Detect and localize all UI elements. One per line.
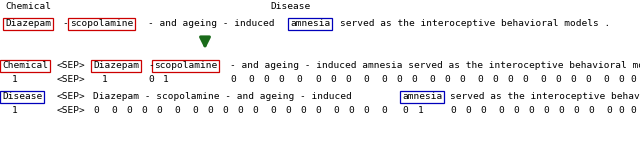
Text: Diazepam: Diazepam (93, 61, 139, 70)
Text: 0: 0 (381, 75, 387, 84)
Text: 0: 0 (603, 75, 609, 84)
Text: amnesia: amnesia (402, 92, 442, 101)
Text: 0: 0 (333, 106, 339, 115)
Text: 0: 0 (630, 75, 636, 84)
Text: 0: 0 (492, 75, 498, 84)
Text: 0: 0 (111, 106, 116, 115)
Bar (3, 18, 53, 30)
Text: Chemical: Chemical (2, 61, 48, 70)
Text: 0: 0 (237, 106, 243, 115)
Text: 0: 0 (141, 106, 147, 115)
Text: 0: 0 (270, 106, 276, 115)
Text: 0: 0 (348, 106, 354, 115)
Bar (152, 60, 220, 72)
Text: served as the interoceptive behavioral models .: served as the interoceptive behavioral m… (450, 92, 640, 101)
Text: 0: 0 (402, 106, 408, 115)
Text: 0: 0 (222, 106, 228, 115)
Text: 0: 0 (465, 106, 471, 115)
Text: 0: 0 (396, 75, 402, 84)
Bar (288, 18, 332, 30)
Bar (91, 60, 141, 72)
Bar (0, 91, 44, 102)
Text: - and ageing - induced amnesia served as the interoceptive behavioral models .: - and ageing - induced amnesia served as… (230, 61, 640, 70)
Text: Disease: Disease (270, 2, 310, 11)
Text: <SEP>: <SEP> (57, 92, 86, 101)
Text: 0: 0 (480, 106, 486, 115)
Text: 0: 0 (513, 106, 519, 115)
Text: 0: 0 (174, 106, 180, 115)
Text: 0: 0 (450, 106, 456, 115)
Text: 0: 0 (156, 106, 162, 115)
Text: 0: 0 (315, 75, 321, 84)
Text: 1: 1 (163, 75, 169, 84)
Text: 0: 0 (330, 75, 336, 84)
Text: scopolamine: scopolamine (154, 61, 217, 70)
Text: 0: 0 (300, 106, 306, 115)
Text: 0: 0 (207, 106, 212, 115)
Text: 0: 0 (363, 106, 369, 115)
Text: 0: 0 (543, 106, 548, 115)
Text: 0: 0 (507, 75, 513, 84)
Text: 0: 0 (444, 75, 450, 84)
Text: 0: 0 (618, 106, 624, 115)
Text: 1: 1 (12, 106, 18, 115)
Text: 0: 0 (477, 75, 483, 84)
Text: 0: 0 (248, 75, 253, 84)
Text: 0: 0 (570, 75, 576, 84)
Text: Diazepam - scopolamine - and ageing - induced: Diazepam - scopolamine - and ageing - in… (93, 92, 352, 101)
Text: 0: 0 (285, 106, 291, 115)
Text: Disease: Disease (2, 92, 42, 101)
Text: 0: 0 (230, 75, 236, 84)
Text: -: - (148, 61, 154, 70)
Text: 0: 0 (498, 106, 504, 115)
Text: 0: 0 (411, 75, 417, 84)
Text: <SEP>: <SEP> (57, 61, 86, 70)
Text: 0: 0 (630, 106, 636, 115)
Text: 0: 0 (252, 106, 258, 115)
Text: Diazepam: Diazepam (5, 19, 51, 28)
Text: 0: 0 (381, 106, 387, 115)
Text: 0: 0 (192, 106, 198, 115)
Text: 0: 0 (606, 106, 612, 115)
Text: 0: 0 (278, 75, 284, 84)
Text: 0: 0 (522, 75, 528, 84)
Text: 0: 0 (148, 75, 154, 84)
Text: 0: 0 (588, 106, 594, 115)
Text: 0: 0 (558, 106, 564, 115)
Text: 0: 0 (126, 106, 132, 115)
Text: 0: 0 (429, 75, 435, 84)
Text: 0: 0 (540, 75, 546, 84)
Text: 0: 0 (93, 106, 99, 115)
Text: 0: 0 (618, 75, 624, 84)
Text: - and ageing - induced: - and ageing - induced (148, 19, 275, 28)
Text: <SEP>: <SEP> (57, 75, 86, 84)
Text: served as the interoceptive behavioral models .: served as the interoceptive behavioral m… (340, 19, 611, 28)
Bar (0, 60, 50, 72)
Text: 0: 0 (315, 106, 321, 115)
Text: 1: 1 (102, 75, 108, 84)
Text: 0: 0 (555, 75, 561, 84)
Text: 0: 0 (573, 106, 579, 115)
Text: 1: 1 (12, 75, 18, 84)
Text: 0: 0 (459, 75, 465, 84)
Bar (400, 91, 444, 102)
Text: 0: 0 (296, 75, 301, 84)
Text: 1: 1 (418, 106, 424, 115)
Text: 0: 0 (363, 75, 369, 84)
Text: -: - (62, 19, 68, 28)
Text: 0: 0 (263, 75, 269, 84)
Text: Chemical: Chemical (5, 2, 51, 11)
Text: 0: 0 (585, 75, 591, 84)
Bar (68, 18, 135, 30)
Text: 0: 0 (528, 106, 534, 115)
Text: <SEP>: <SEP> (57, 106, 86, 115)
Text: scopolamine: scopolamine (70, 19, 133, 28)
Text: 0: 0 (345, 75, 351, 84)
Text: amnesia: amnesia (290, 19, 330, 28)
